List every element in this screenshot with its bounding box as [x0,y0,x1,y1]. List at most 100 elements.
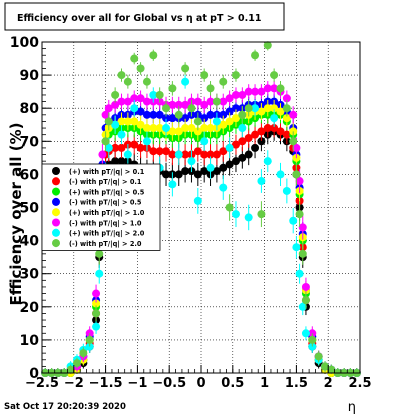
data-point [292,170,301,179]
data-point [168,100,177,109]
data-point [181,150,190,159]
data-point [187,104,196,113]
y-tick-label: 60 [20,167,40,183]
data-point [301,296,310,305]
legend-box [41,163,161,251]
data-point [181,64,190,73]
legend: (+) with pT/|q| > 0.1(-) with pT/|q| > 0… [41,163,161,251]
legend-marker [52,197,60,206]
data-point [193,97,202,106]
data-point [168,84,177,93]
data-point [117,71,126,80]
data-point [251,130,260,139]
data-point [187,157,196,166]
data-point [219,183,228,192]
chart-title: Efficiency over all for Global vs η at p… [17,13,261,24]
data-point [206,124,215,133]
data-point [162,124,171,133]
data-point [66,365,75,374]
data-point [244,133,253,142]
data-point [142,110,151,119]
data-point [130,117,139,126]
data-point [123,77,132,86]
data-point [231,114,240,123]
data-point [168,114,177,123]
data-point [282,104,291,113]
data-point [219,77,228,86]
data-point [263,157,272,166]
data-point [200,124,209,133]
data-point [123,97,132,106]
title-box [4,2,285,31]
data-point [270,124,279,133]
data-point [225,203,234,212]
data-point [231,90,240,99]
data-point [270,71,279,80]
data-point [155,124,164,133]
data-point [238,124,247,133]
data-point [225,143,234,152]
data-point [85,335,94,344]
legend-marker [52,208,60,217]
data-point [251,143,260,152]
data-point [174,100,183,109]
data-point [193,147,202,156]
legend-label: (+) with pT/|q| > 0.5 [69,188,145,197]
data-point [92,309,101,318]
data-point [257,210,266,219]
data-point [200,71,209,80]
data-point [321,362,330,371]
data-point [276,107,285,116]
data-point [92,322,101,331]
data-point [289,137,298,146]
data-point [225,160,234,169]
data-point [314,352,323,361]
data-point [298,302,307,311]
data-point [117,117,126,126]
data-point [117,97,126,106]
data-point [155,90,164,99]
timestamp: Sat Oct 17 20:20:39 2020 [4,402,126,412]
data-point [162,147,171,156]
data-point [200,100,209,109]
data-point [149,147,158,156]
data-point [162,170,171,179]
data-point [206,84,215,93]
data-point [149,90,158,99]
x-tick-label: −2 [64,376,84,391]
legend-marker [52,218,60,227]
x-tick-label: 2 [324,376,333,391]
data-point [251,51,260,60]
data-point [104,117,113,126]
data-point [200,167,209,176]
data-point [206,110,215,119]
data-point [231,140,240,149]
data-point [238,153,247,162]
y-tick-label: 30 [20,267,40,283]
data-point [142,97,151,106]
data-point [257,127,266,136]
data-point [111,157,120,166]
x-tick-label: 0.5 [221,376,244,391]
data-point [117,130,126,139]
y-tick-label: 0 [29,366,39,382]
data-point [282,94,291,103]
data-point [168,127,177,136]
data-point [219,163,228,172]
x-tick-label: 1.5 [285,376,308,391]
data-point [92,299,101,308]
x-tick-label: −2.5 [25,376,59,391]
data-point [231,210,240,219]
data-point [219,97,228,106]
data-point [130,94,139,103]
data-point [219,120,228,129]
legend-label: (-) with pT/|q| > 1.0 [69,219,142,228]
data-point [263,124,272,133]
data-point [142,124,151,133]
data-point [270,84,279,93]
y-tick-label: 80 [20,101,40,117]
data-point [298,223,307,232]
data-point [193,117,202,126]
data-point [111,120,120,129]
